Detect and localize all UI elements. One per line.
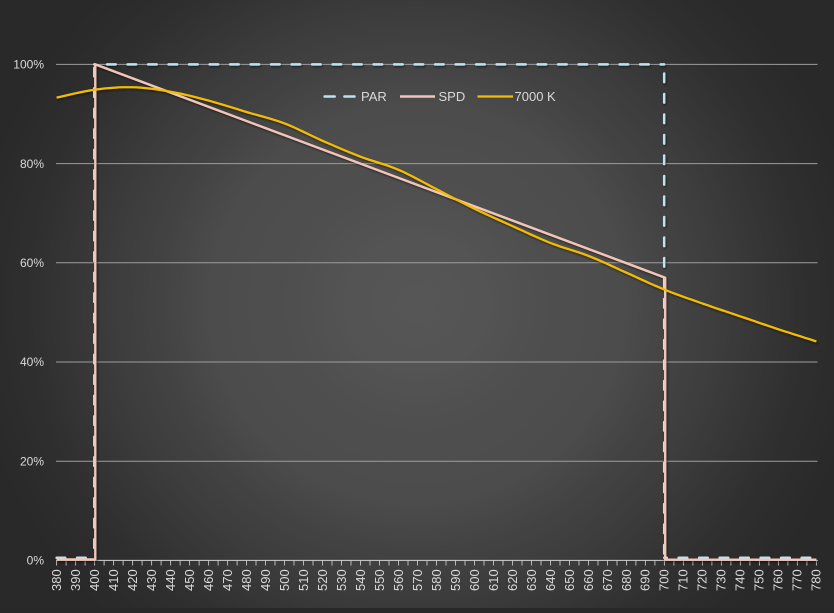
svg-text:7000 K: 7000 K: [515, 89, 557, 104]
svg-text:650: 650: [562, 569, 577, 591]
svg-text:520: 520: [315, 569, 330, 591]
svg-text:740: 740: [733, 569, 748, 591]
svg-text:540: 540: [353, 569, 368, 591]
svg-text:750: 750: [752, 569, 767, 591]
svg-text:550: 550: [372, 569, 387, 591]
svg-text:680: 680: [619, 569, 634, 591]
svg-text:100%: 100%: [13, 58, 44, 72]
svg-text:570: 570: [410, 569, 425, 591]
svg-text:620: 620: [505, 569, 520, 591]
svg-text:470: 470: [220, 569, 235, 591]
svg-text:40%: 40%: [20, 355, 44, 369]
svg-text:640: 640: [543, 569, 558, 591]
svg-text:20%: 20%: [20, 454, 44, 468]
svg-text:490: 490: [258, 569, 273, 591]
svg-text:760: 760: [771, 569, 786, 591]
svg-text:510: 510: [296, 569, 311, 591]
svg-text:610: 610: [486, 569, 501, 591]
svg-text:450: 450: [182, 569, 197, 591]
svg-text:560: 560: [391, 569, 406, 591]
svg-text:690: 690: [638, 569, 653, 591]
svg-text:660: 660: [581, 569, 596, 591]
svg-text:0%: 0%: [27, 554, 45, 568]
svg-text:410: 410: [106, 569, 121, 591]
svg-text:600: 600: [467, 569, 482, 591]
svg-text:440: 440: [163, 569, 178, 591]
svg-text:390: 390: [68, 569, 83, 591]
svg-text:60%: 60%: [20, 256, 44, 270]
svg-text:580: 580: [429, 569, 444, 591]
svg-text:630: 630: [524, 569, 539, 591]
svg-text:430: 430: [144, 569, 159, 591]
svg-text:PAR: PAR: [361, 89, 387, 104]
svg-text:710: 710: [676, 569, 691, 591]
svg-text:400: 400: [87, 569, 102, 591]
svg-text:720: 720: [695, 569, 710, 591]
svg-text:730: 730: [714, 569, 729, 591]
svg-text:480: 480: [239, 569, 254, 591]
svg-text:700: 700: [657, 569, 672, 591]
svg-text:670: 670: [600, 569, 615, 591]
svg-text:SPD: SPD: [439, 89, 466, 104]
svg-text:380: 380: [49, 569, 64, 591]
svg-text:500: 500: [277, 569, 292, 591]
svg-text:780: 780: [809, 569, 824, 591]
svg-text:80%: 80%: [20, 157, 44, 171]
svg-text:420: 420: [125, 569, 140, 591]
svg-text:770: 770: [790, 569, 805, 591]
svg-text:590: 590: [448, 569, 463, 591]
svg-text:460: 460: [201, 569, 216, 591]
svg-text:530: 530: [334, 569, 349, 591]
